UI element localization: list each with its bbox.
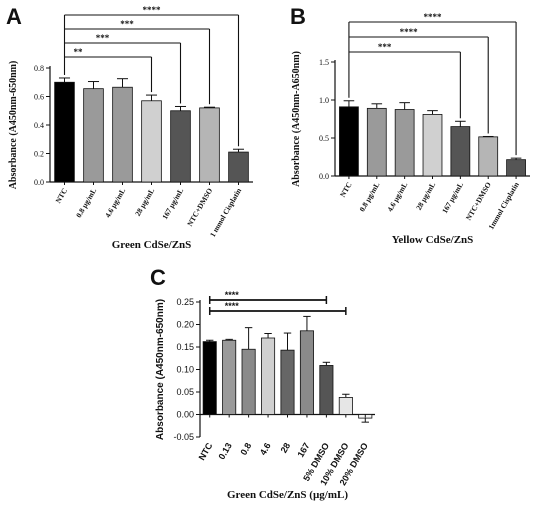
significance-bracket: *** — [64, 33, 182, 104]
significance-bracket: **** — [64, 5, 240, 147]
significance-bracket: *** — [64, 19, 211, 105]
category-label: 0.8 µg/mL — [357, 181, 381, 214]
y-tick-label: 0.00 — [176, 410, 194, 420]
panel-letter: B — [290, 4, 306, 29]
category-label: NTC+DMSO — [464, 180, 493, 222]
y-tick-label: 1.5 — [319, 58, 329, 67]
bar — [366, 107, 387, 177]
bar — [261, 337, 276, 415]
y-tick-label: 0.05 — [176, 387, 194, 397]
category-label: NTC — [54, 187, 70, 205]
category-label: 1mmol Cisplatin — [486, 180, 521, 231]
y-tick-label: 0.15 — [176, 342, 194, 352]
category-label: 167 µg/mL — [160, 187, 185, 221]
category-label: 167 µg/mL — [440, 181, 465, 215]
category-label: NTC — [197, 441, 215, 462]
bar — [141, 100, 162, 183]
category-label: NTC — [338, 181, 354, 199]
significance-bracket: **** — [348, 12, 517, 156]
x-axis-title: Yellow CdSe/ZnS — [392, 234, 474, 246]
bar — [170, 110, 191, 183]
panel-letter: A — [6, 4, 22, 29]
category-label: 0.13 — [216, 441, 233, 461]
x-axis-title: Green CdSe/ZnS — [112, 239, 192, 251]
y-tick-label: 0.8 — [34, 64, 44, 73]
bar — [202, 341, 217, 415]
y-tick-label: 0.10 — [176, 365, 194, 375]
bar — [112, 86, 133, 183]
category-label: 28 µg/mL — [414, 181, 437, 212]
category-label: 28 µg/mL — [133, 187, 156, 218]
significance-bracket: ** — [64, 47, 153, 93]
category-label: 167 — [296, 441, 312, 459]
bar — [228, 151, 249, 183]
category-label: 0.8 — [238, 441, 253, 457]
y-tick-label: 0.5 — [319, 134, 329, 143]
bar — [394, 109, 415, 177]
significance-bracket: **** — [208, 301, 347, 315]
bar — [83, 88, 104, 183]
panel-a-chart: A 0.0 0.2 0.4 0.6 0.8 Absorbance (A450nm-650nm… — [6, 4, 253, 251]
y-tick-label: 0.25 — [176, 297, 194, 307]
bar — [54, 81, 75, 183]
significance-label: **** — [424, 12, 443, 22]
category-label: 1 mmol Cisplatin — [208, 186, 244, 239]
significance-bracket: *** — [348, 42, 461, 119]
significance-label: **** — [225, 290, 240, 300]
significance-label: *** — [120, 19, 134, 29]
bar — [478, 136, 499, 177]
y-tick-label: 0.4 — [34, 121, 44, 130]
bar — [450, 126, 471, 177]
bar — [319, 365, 334, 415]
bar — [222, 339, 237, 415]
y-tick-label: 0.6 — [34, 93, 44, 102]
significance-label: **** — [400, 27, 419, 37]
y-tick-label: 0.2 — [34, 150, 44, 159]
y-tick-label: 1.0 — [319, 96, 329, 105]
y-tick-label: 0.0 — [319, 172, 329, 181]
category-label: 4.6 µg/mL — [103, 187, 127, 220]
panel-letter: C — [150, 265, 166, 290]
bar — [338, 396, 353, 415]
category-label: 4.6 — [258, 441, 273, 457]
significance-label: **** — [143, 5, 162, 15]
significance-label: ** — [74, 47, 84, 57]
category-label: 4.6 µg/mL — [385, 181, 409, 214]
panel-b-chart: B 0.0 0.5 1.0 1.5 Absorbance (A450nm-A650nm) N… — [290, 4, 530, 246]
bar — [280, 349, 295, 415]
bar — [199, 107, 220, 183]
y-axis-title: Absorbance (A450nm-A650nm) — [291, 51, 302, 187]
category-label: 28 — [279, 441, 293, 455]
bar — [299, 330, 314, 415]
bar — [339, 106, 359, 177]
category-label: 0.8 µg/mL — [74, 187, 98, 220]
category-label: NTC+DMSO — [185, 186, 214, 228]
bar — [422, 114, 443, 177]
y-axis-title: Absorbance (A450nm-650nm) — [155, 299, 166, 440]
panel-c-chart: C -0.05 0.00 0.05 0.10 0.15 0.20 0.25 Absorbance… — [150, 265, 375, 501]
significance-bracket: **** — [348, 27, 489, 134]
bar — [241, 348, 256, 415]
significance-bracket: **** — [208, 290, 328, 304]
x-axis-title: Green CdSe/ZnS (µg/mL) — [227, 489, 348, 501]
bar — [506, 159, 526, 177]
significance-label: **** — [225, 301, 240, 311]
y-tick-label: 0.0 — [34, 178, 44, 187]
y-axis-title: Absorbance (A450nm-650nm) — [8, 61, 19, 190]
y-tick-label: 0.20 — [176, 320, 194, 330]
y-tick-label: -0.05 — [173, 432, 194, 442]
significance-label: *** — [378, 42, 392, 52]
significance-label: *** — [96, 33, 110, 43]
